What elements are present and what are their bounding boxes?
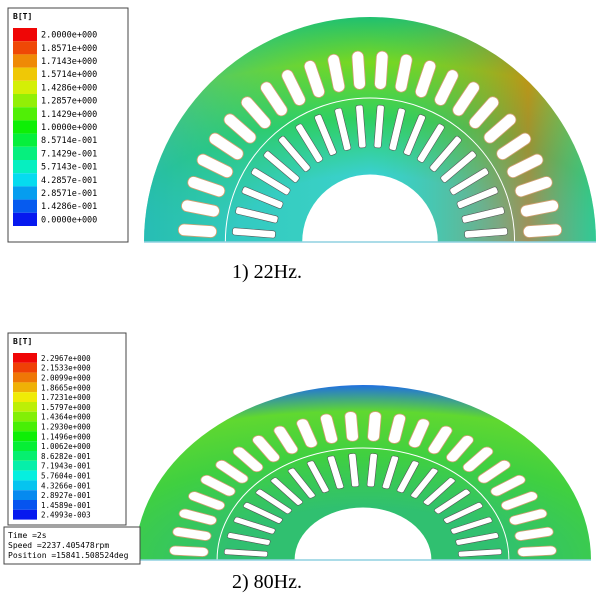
legend-label: 0.0000e+000 — [41, 215, 97, 225]
legend-label: 1.1429e+000 — [41, 110, 97, 120]
legend-swatch — [13, 373, 37, 383]
legend-label: 1.4589e-001 — [41, 501, 91, 510]
legend-swatch — [13, 471, 37, 481]
legend-swatch — [13, 120, 37, 133]
legend-swatch — [13, 480, 37, 490]
legend-label: 1.2930e+000 — [41, 423, 91, 432]
info-line: Speed =2237.405478rpm — [8, 541, 109, 550]
legend-label: 1.4286e+000 — [41, 83, 97, 93]
legend-swatch — [13, 510, 37, 520]
legend-label: 1.8571e+000 — [41, 44, 97, 54]
legend-swatch — [13, 94, 37, 107]
legend-swatch — [13, 41, 37, 54]
legend-label: 2.0099e+000 — [41, 374, 91, 383]
info-line: Position =15841.508524deg — [8, 551, 129, 560]
motor-section — [135, 385, 591, 560]
legend-swatch — [13, 147, 37, 160]
stator-slot — [374, 51, 388, 90]
legend-title: B[T] — [13, 337, 32, 346]
legend-swatch — [13, 107, 37, 120]
legend-swatch — [13, 431, 37, 441]
legend-label: 2.1533e+000 — [41, 364, 91, 373]
legend-swatch — [13, 412, 37, 422]
legend-swatch — [13, 441, 37, 451]
motor-section — [144, 17, 596, 242]
legend-label: 1.7143e+000 — [41, 57, 97, 67]
legend-title: B[T] — [13, 12, 32, 21]
info-line: Time =2s — [8, 531, 47, 540]
legend-swatch — [13, 422, 37, 432]
legend-label: 4.3266e-001 — [41, 481, 91, 490]
legend-label: 1.5714e+000 — [41, 70, 97, 80]
legend-swatch — [13, 392, 37, 402]
legend-swatch — [13, 461, 37, 471]
stator-slot — [352, 51, 366, 90]
legend-label: 1.4286e-001 — [41, 202, 97, 212]
caption: 2) 80Hz. — [232, 571, 302, 593]
legend-label: 4.2857e-001 — [41, 176, 97, 186]
legend-swatch — [13, 68, 37, 81]
stator-slot — [367, 411, 381, 441]
legend-swatch — [13, 382, 37, 392]
stator-slot — [517, 546, 556, 557]
legend-label: 7.1429e-001 — [41, 149, 97, 159]
legend-label: 8.6282e-001 — [41, 452, 91, 461]
legend-label: 1.1496e+000 — [41, 432, 91, 441]
legend-label: 2.2967e+000 — [41, 354, 91, 363]
legend-swatch — [13, 134, 37, 147]
legend-swatch — [13, 28, 37, 41]
legend-label: 2.8571e-001 — [41, 189, 97, 199]
figure: B[T] 2.0000e+000 1.8571e+000 1.7143e+000 1.5… — [0, 0, 596, 594]
legend-label: 1.0062e+000 — [41, 442, 91, 451]
legend-swatch — [13, 54, 37, 67]
legend-label: 7.1943e-001 — [41, 462, 91, 471]
legend-swatch — [13, 490, 37, 500]
legend-swatch — [13, 81, 37, 94]
legend-swatch — [13, 451, 37, 461]
legend-label: 5.7604e-001 — [41, 472, 91, 481]
legend-label: 5.7143e-001 — [41, 163, 97, 173]
legend-label: 2.0000e+000 — [41, 31, 97, 41]
legend-swatch — [13, 213, 37, 226]
stator-slot — [169, 546, 208, 557]
legend-swatch — [13, 186, 37, 199]
stator-slot — [523, 224, 562, 238]
caption: 1) 22Hz. — [232, 261, 302, 283]
stator-slot — [178, 224, 217, 238]
legend-label: 1.4364e+000 — [41, 413, 91, 422]
legend-swatch — [13, 200, 37, 213]
legend-swatch — [13, 500, 37, 510]
legend-label: 1.8665e+000 — [41, 383, 91, 392]
legend-swatch — [13, 402, 37, 412]
legend-label: 8.5714e-001 — [41, 136, 97, 146]
legend-label: 1.2857e+000 — [41, 97, 97, 107]
legend-label: 1.7231e+000 — [41, 393, 91, 402]
legend-swatch — [13, 353, 37, 363]
legend-label: 2.4993e-003 — [41, 511, 91, 520]
legend-label: 1.5797e+000 — [41, 403, 91, 412]
legend-swatch — [13, 160, 37, 173]
legend-label: 1.0000e+000 — [41, 123, 97, 133]
legend-swatch — [13, 363, 37, 373]
stator-slot — [344, 411, 358, 441]
legend-swatch — [13, 173, 37, 186]
legend-label: 2.8927e-001 — [41, 491, 91, 500]
